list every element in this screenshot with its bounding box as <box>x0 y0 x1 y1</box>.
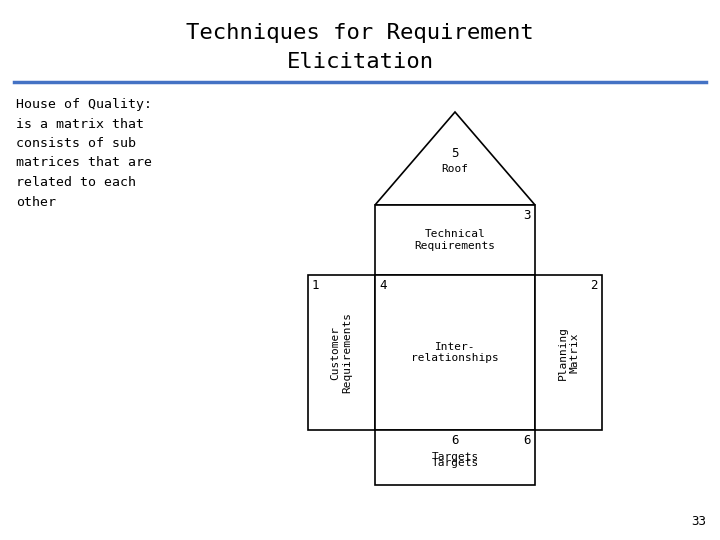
Text: Elicitation: Elicitation <box>287 52 433 72</box>
FancyBboxPatch shape <box>308 275 375 430</box>
Text: 33: 33 <box>691 515 706 528</box>
Text: 2: 2 <box>590 279 598 292</box>
Text: Technical
Requirements: Technical Requirements <box>415 229 495 251</box>
Text: Planning
Matrix: Planning Matrix <box>558 326 580 380</box>
Text: 6: 6 <box>451 434 459 447</box>
FancyBboxPatch shape <box>375 430 535 485</box>
Text: Roof: Roof <box>441 165 469 174</box>
Text: 3: 3 <box>523 209 531 222</box>
FancyBboxPatch shape <box>375 275 535 430</box>
Text: Targets: Targets <box>431 457 479 468</box>
Text: 1: 1 <box>312 279 320 292</box>
Polygon shape <box>375 112 535 205</box>
Text: Inter-
relationships: Inter- relationships <box>411 342 499 363</box>
Text: House of Quality:
is a matrix that
consists of sub
matrices that are
related to : House of Quality: is a matrix that consi… <box>16 98 152 208</box>
Text: 4: 4 <box>379 279 387 292</box>
Text: 6: 6 <box>523 434 531 447</box>
FancyBboxPatch shape <box>535 275 602 430</box>
Text: Customer
Requirements: Customer Requirements <box>330 312 352 393</box>
Text: Techniques for Requirement: Techniques for Requirement <box>186 23 534 43</box>
Text: 5: 5 <box>451 147 459 160</box>
Text: Targets: Targets <box>431 453 479 462</box>
FancyBboxPatch shape <box>375 205 535 275</box>
